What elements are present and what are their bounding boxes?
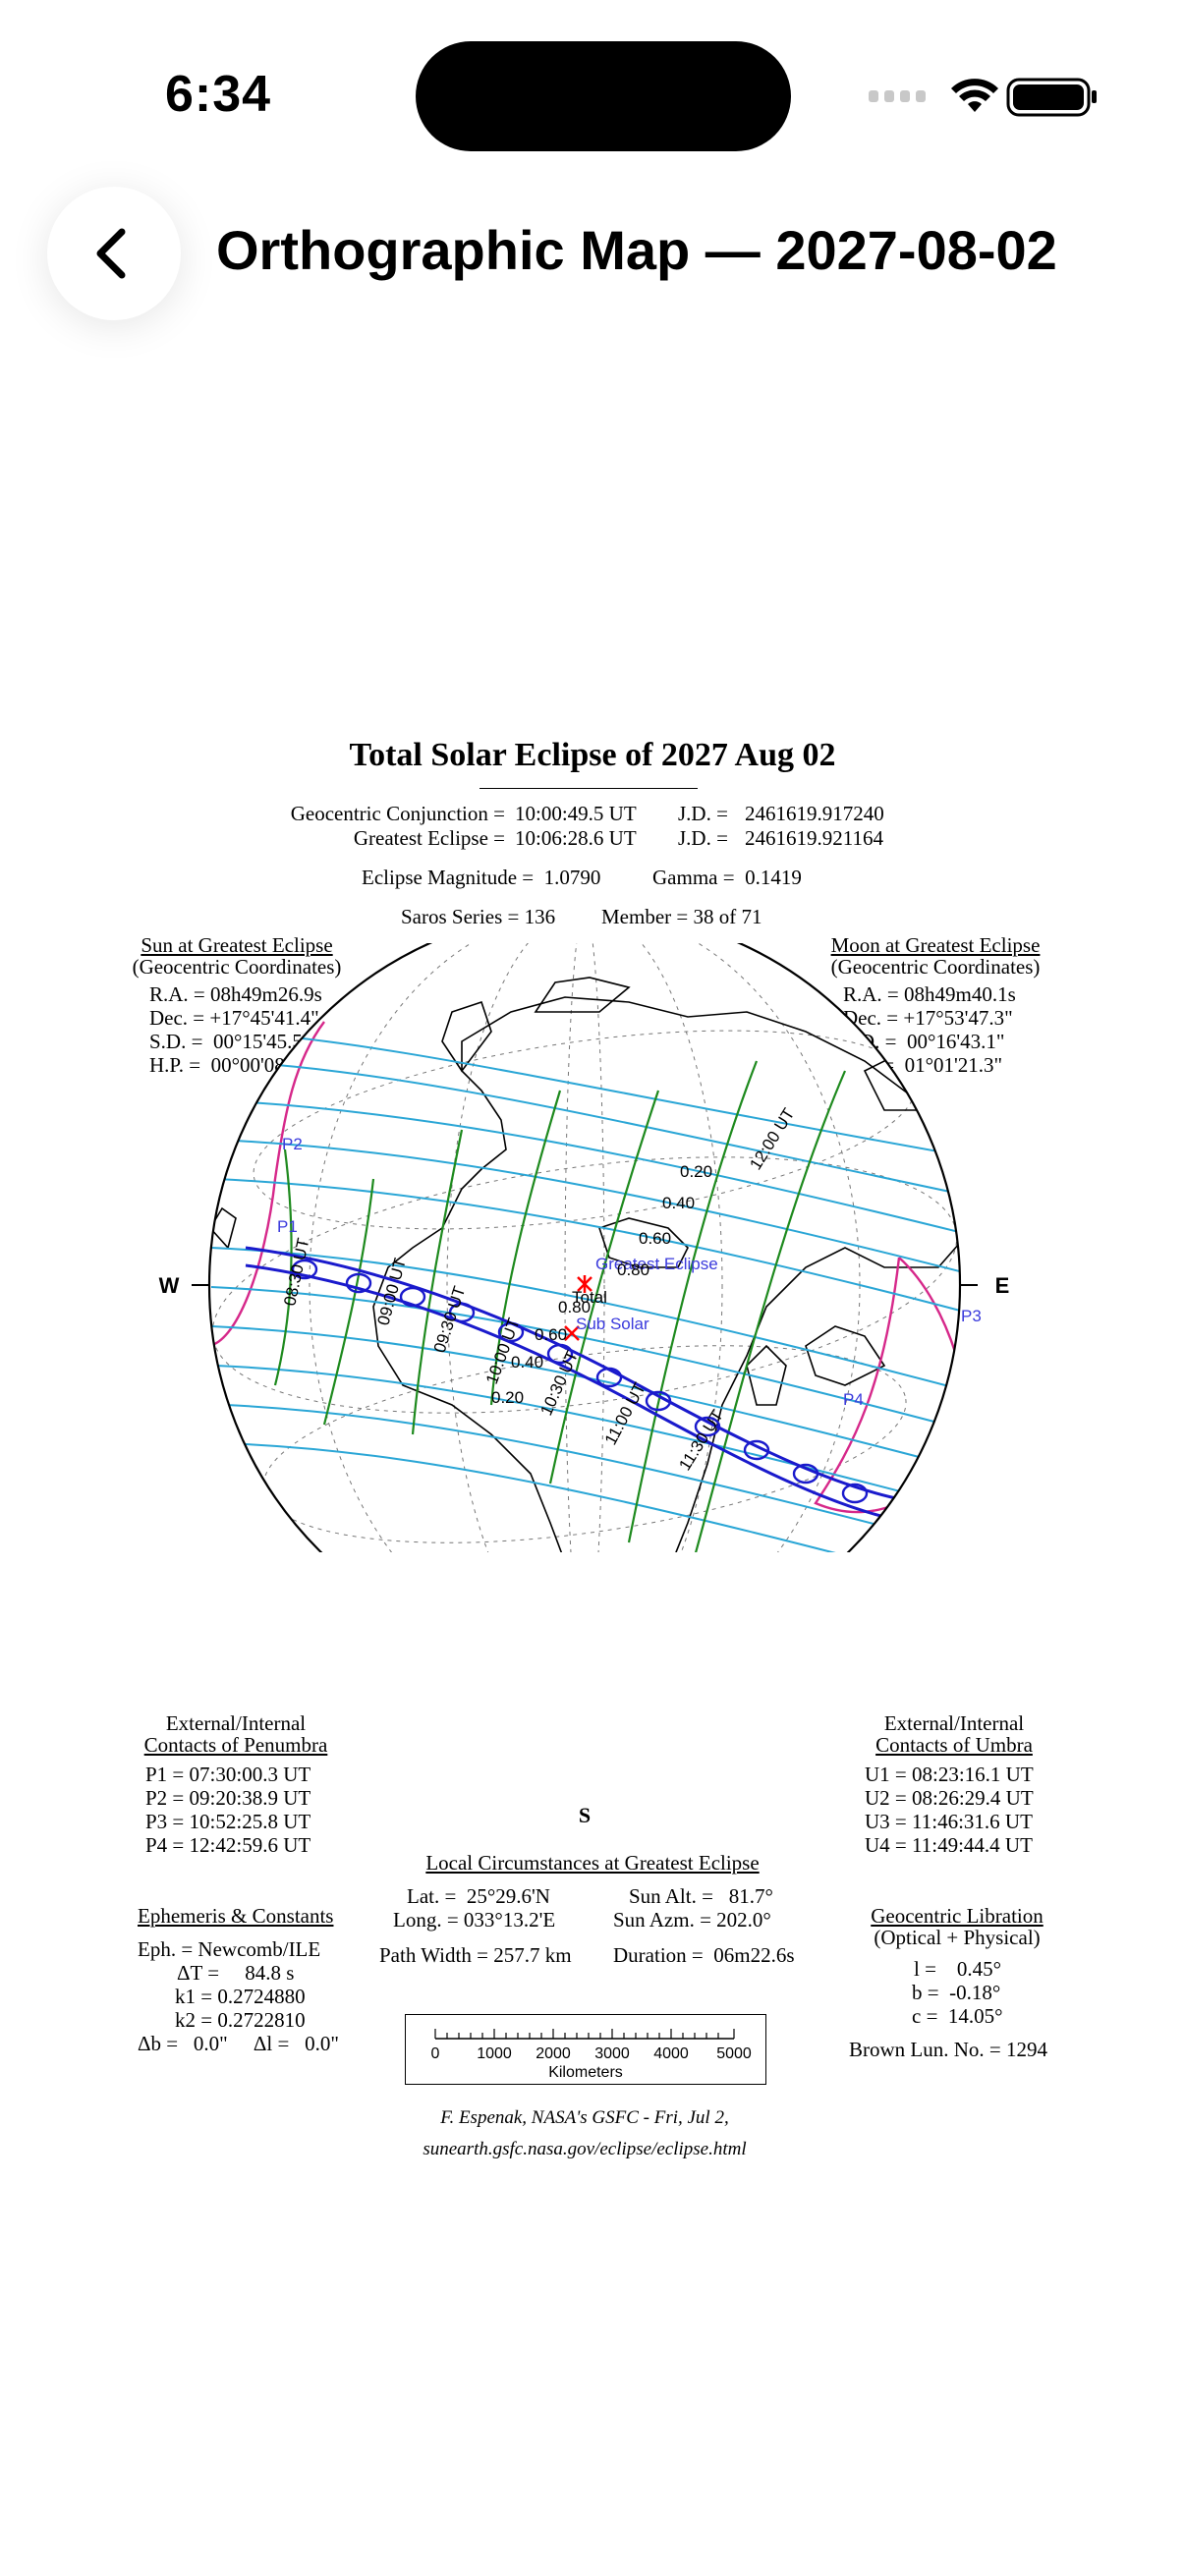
penumbra-p3: P3 = 10:52:25.8 UT xyxy=(145,1810,311,1833)
globe-outline xyxy=(208,943,961,1552)
conjunction-label: Geocentric Conjunction = xyxy=(290,802,505,825)
scale-tick-0: 0 xyxy=(431,2045,440,2062)
saros-series: Saros Series = 136 xyxy=(401,905,556,928)
ephemeris-k2: k2 = 0.2722810 xyxy=(175,2008,306,2032)
umbra-path xyxy=(245,1246,925,1527)
greatest-jd: 2461619.921164 xyxy=(745,826,883,850)
umbra-u4: U4 = 11:49:44.4 UT xyxy=(865,1833,1033,1857)
greatest-jd-label: J.D. = xyxy=(678,826,728,850)
libration-title: Geocentric Libration xyxy=(871,1904,1044,1928)
ephemeris-title: Ephemeris & Constants xyxy=(138,1904,334,1928)
umbra-u2: U2 = 08:26:29.4 UT xyxy=(865,1786,1034,1810)
orthographic-globe: N W E xyxy=(159,943,1010,1552)
local-long: Long. = 033°13.2'E xyxy=(393,1908,556,1932)
label-p2: P2 xyxy=(282,1135,303,1153)
greatest-time: 10:06:28.6 UT xyxy=(515,826,637,850)
ephemeris-eph: Eph. = Newcomb/ILE xyxy=(138,1937,321,1961)
label-greatest-eclipse: Greatest Eclipse xyxy=(595,1255,718,1273)
sun-ra: R.A. = 08h49m26.9s xyxy=(149,982,322,1006)
libration-l: l = 0.45° xyxy=(914,1957,1002,1981)
title-divider xyxy=(480,788,698,789)
label-p3: P3 xyxy=(961,1307,982,1325)
moon-block-title: Moon at Greatest Eclipse xyxy=(830,933,1041,957)
status-icons xyxy=(865,75,1110,118)
credit-line-1: F. Espenak, NASA's GSFC - Fri, Jul 2, xyxy=(440,2107,729,2128)
conjunction-time: 10:00:49.5 UT xyxy=(515,802,637,825)
moon-block-subtitle: (Geocentric Coordinates) xyxy=(830,955,1041,979)
greatest-eclipse-marker xyxy=(577,1275,592,1293)
chevron-left-icon xyxy=(96,228,126,279)
saros-member: Member = 38 of 71 xyxy=(601,905,762,928)
compass-south: S xyxy=(578,1803,592,1827)
umbra-title-2: Contacts of Umbra xyxy=(875,1733,1033,1757)
penumbra-title-2: Contacts of Penumbra xyxy=(143,1733,328,1757)
local-duration: Duration = 06m22.6s xyxy=(613,1943,795,1967)
label-mag-040b: 0.40 xyxy=(511,1353,543,1372)
page-title: Orthographic Map — 2027-08-02 xyxy=(216,219,1057,281)
label-total: Total xyxy=(572,1288,607,1307)
label-mag-060a: 0.60 xyxy=(639,1229,671,1248)
scale-tick-1000: 1000 xyxy=(477,2045,512,2062)
scale-tick-3000: 3000 xyxy=(594,2045,630,2062)
sun-dec: Dec. = +17°45'41.4" xyxy=(149,1006,319,1030)
status-time: 6:34 xyxy=(165,66,272,123)
label-p1: P1 xyxy=(277,1217,298,1236)
label-sub-solar: Sub Solar xyxy=(576,1315,649,1333)
eclipse-title: Total Solar Eclipse of 2027 Aug 02 xyxy=(349,737,836,773)
wifi-icon xyxy=(951,79,998,112)
label-mag-020a: 0.20 xyxy=(680,1162,712,1181)
libration-subtitle: (Optical + Physical) xyxy=(874,1926,1041,1949)
local-sun-alt: Sun Alt. = 81.7° xyxy=(629,1884,773,1908)
compass-east: E xyxy=(995,1273,1010,1298)
sun-block-subtitle: (Geocentric Coordinates) xyxy=(132,955,342,979)
label-mag-080b: 0.80 xyxy=(558,1298,591,1316)
penumbra-p4: P4 = 12:42:59.6 UT xyxy=(145,1833,311,1857)
conjunction-jd-label: J.D. = xyxy=(678,802,728,825)
ephemeris-db-dl: Δb = 0.0" Δl = 0.0" xyxy=(138,2032,339,2055)
umbra-u1: U1 = 08:23:16.1 UT xyxy=(865,1763,1034,1786)
moon-ra: R.A. = 08h49m40.1s xyxy=(843,982,1016,1006)
cellular-signal-icon xyxy=(869,90,926,102)
sub-solar-marker xyxy=(564,1325,580,1341)
compass-west: W xyxy=(159,1273,180,1298)
scale-bar: 0 1000 2000 3000 4000 5000 Kilometers xyxy=(405,2014,766,2085)
scale-tick-4000: 4000 xyxy=(653,2045,689,2062)
scale-tick-5000: 5000 xyxy=(716,2045,752,2062)
umbra-u3: U3 = 11:46:31.6 UT xyxy=(865,1810,1033,1833)
eclipse-map-figure[interactable]: Total Solar Eclipse of 2027 Aug 02 Geoce… xyxy=(0,717,1185,2220)
penumbra-p2: P2 = 09:20:38.9 UT xyxy=(145,1786,311,1810)
local-lat: Lat. = 25°29.6'N xyxy=(407,1884,550,1908)
moon-dec: Dec. = +17°53'47.3" xyxy=(843,1006,1013,1030)
greatest-label: Greatest Eclipse = xyxy=(353,826,505,850)
penumbra-title-1: External/Internal xyxy=(165,1711,307,1735)
ephemeris-k1: k1 = 0.2724880 xyxy=(175,1985,306,2008)
credit-line-2[interactable]: sunearth.gsfc.nasa.gov/eclipse/eclipse.h… xyxy=(423,2139,747,2159)
libration-b: b = -0.18° xyxy=(912,1981,1001,2004)
conjunction-jd: 2461619.917240 xyxy=(745,802,884,825)
brown-lunation: Brown Lun. No. = 1294 xyxy=(849,2038,1048,2061)
sun-block-title: Sun at Greatest Eclipse xyxy=(141,933,333,957)
dynamic-island xyxy=(416,41,791,151)
back-button[interactable] xyxy=(47,187,181,320)
eclipse-gamma: Gamma = 0.1419 xyxy=(652,866,802,889)
scale-tick-2000: 2000 xyxy=(536,2045,571,2062)
ephemeris-delta-t: ΔT = 84.8 s xyxy=(177,1961,295,1985)
libration-c: c = 14.05° xyxy=(912,2004,1003,2028)
label-mag-040a: 0.40 xyxy=(662,1194,695,1212)
scale-label: Kilometers xyxy=(548,2064,623,2081)
local-path-width: Path Width = 257.7 km xyxy=(379,1943,572,1967)
time-lines xyxy=(273,1060,847,1552)
label-p4: P4 xyxy=(843,1390,864,1409)
label-mag-060b: 0.60 xyxy=(535,1325,567,1344)
label-mag-080a: 0.80 xyxy=(617,1260,649,1279)
umbra-title-1: External/Internal xyxy=(883,1711,1025,1735)
penumbra-p1: P1 = 07:30:00.3 UT xyxy=(145,1763,311,1786)
local-title: Local Circumstances at Greatest Eclipse xyxy=(425,1851,760,1875)
label-mag-020b: 0.20 xyxy=(491,1388,524,1407)
battery-icon xyxy=(1006,78,1097,117)
eclipse-magnitude: Eclipse Magnitude = 1.0790 xyxy=(362,866,601,889)
local-sun-azm: Sun Azm. = 202.0° xyxy=(613,1908,771,1932)
